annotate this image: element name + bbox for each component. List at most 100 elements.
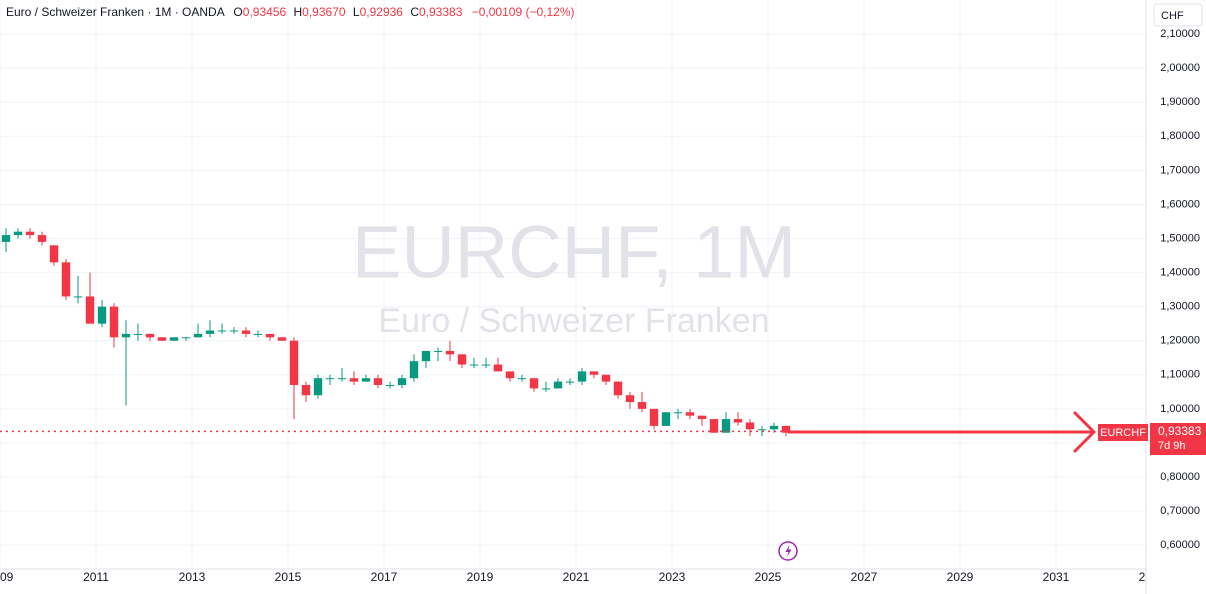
y-tick-label: 0,80000 [1160, 471, 1200, 483]
candle-body [613, 381, 623, 396]
currency: CHF [1161, 10, 1184, 22]
h-val: 0,93670 [302, 5, 346, 19]
countdown: 7d 9h [1158, 440, 1186, 452]
candle-body [49, 245, 59, 263]
y-tick-label: 1,30000 [1160, 301, 1200, 313]
o-val: 0,93456 [243, 5, 287, 19]
candle-body [37, 235, 47, 242]
price-tag-text: 0,93383 [1158, 424, 1202, 438]
x-tick-label: 2017 [371, 570, 398, 584]
candle-body [577, 371, 587, 382]
candle-body [649, 408, 659, 426]
watermark-subtitle: Euro / Schweizer Franken [378, 302, 769, 340]
symbol-title: Euro / Schweizer Franken · 1M · OANDA [6, 5, 225, 19]
x-axis: 2009 2011 2013 2015 2017 2019 2021 2023 2025 2027… [0, 570, 1166, 584]
watermark-title: EURCHF, 1M [352, 211, 796, 294]
candle-body [733, 419, 743, 423]
candle-body [481, 364, 491, 366]
candle-body [229, 330, 239, 332]
candle-body [337, 378, 347, 380]
candle-body [193, 333, 203, 338]
candle-body [253, 333, 263, 335]
candle-body [301, 385, 311, 396]
candle-body [505, 371, 515, 379]
candle-body [217, 330, 227, 332]
y-tick-label: 1,20000 [1160, 335, 1200, 347]
candle-body [673, 412, 683, 414]
candle-body [169, 337, 179, 341]
legend-header: Euro / Schweizer Franken · 1M · OANDA O0… [6, 5, 574, 19]
x-tick-label: 2029 [947, 570, 974, 584]
arrow-head [1072, 410, 1097, 454]
candle-body [745, 422, 755, 430]
candle-body [541, 388, 551, 390]
y-tick-label: 1,40000 [1160, 266, 1200, 278]
o-key: O [233, 5, 242, 19]
candle-body [721, 419, 731, 433]
x-tick-label: 2023 [659, 570, 686, 584]
candle-body [421, 350, 431, 362]
c-key: C [410, 5, 419, 19]
symbol-tag-text: EURCHF [1100, 427, 1146, 439]
candle-body [205, 330, 215, 334]
y-tick-label: 0,60000 [1160, 539, 1200, 551]
currency-box[interactable] [1153, 3, 1203, 27]
grid [0, 0, 1153, 569]
arrow-annotation [788, 410, 1097, 454]
candle-body [757, 429, 767, 431]
x-tick-label: 2021 [563, 570, 590, 584]
candle-body [385, 385, 395, 387]
candle-body [637, 402, 647, 409]
c-val: 0,93383 [419, 5, 463, 19]
candle-body [769, 425, 779, 430]
candle-body [469, 364, 479, 366]
h-key: H [294, 5, 303, 19]
candle-body [445, 350, 455, 355]
y-tick-label: 1,80000 [1160, 130, 1200, 142]
candle-body [565, 381, 575, 383]
y-tick-label: 1,10000 [1160, 369, 1200, 381]
candle-body [157, 337, 167, 341]
y-axis: 0,600000,700000,800000,900001,000001,100… [1160, 28, 1200, 551]
candle-body [85, 296, 95, 324]
l-val: 0,92936 [360, 5, 404, 19]
candle-body [685, 412, 695, 416]
x-tick-label: 2027 [851, 570, 878, 584]
lightning [785, 545, 792, 557]
y-tick-label: 1,90000 [1160, 96, 1200, 108]
price-axis [1146, 0, 1206, 594]
candle-body [181, 337, 191, 339]
change: −0,00109 (−0,12%) [472, 5, 575, 19]
candle-body [397, 378, 407, 386]
candle-body [709, 419, 719, 433]
candle-body [13, 231, 23, 236]
x-tick-label: 2015 [275, 570, 302, 584]
y-tick-label: 1,50000 [1160, 232, 1200, 244]
candle-body [433, 350, 443, 352]
candle-body [361, 378, 371, 382]
candle-body [589, 371, 599, 375]
l-key: L [353, 5, 360, 19]
symbol-tag [1098, 424, 1148, 441]
x-tick-label: 2009 [0, 570, 14, 584]
candle-body [109, 306, 119, 338]
candle-body [529, 378, 539, 389]
x-tick-label: 2019 [467, 570, 494, 584]
y-tick-label: 0,70000 [1160, 505, 1200, 517]
candle-body [625, 395, 635, 403]
candle-body [97, 306, 107, 324]
candle-body [517, 378, 527, 380]
candle-body [313, 378, 323, 396]
watermark: EURCHF, 1M Euro / Schweizer Franken [352, 211, 796, 340]
candle-body [325, 378, 335, 380]
candle-body [409, 361, 419, 379]
candle-body [121, 333, 131, 338]
x-tick-label: 2011 [83, 570, 109, 584]
candle-body [349, 378, 359, 382]
x-tick-label: 2013 [179, 570, 206, 584]
candle-body [373, 378, 383, 386]
price-tag [1150, 423, 1206, 455]
candle-body [1, 235, 11, 242]
y-tick-label: 1,60000 [1160, 198, 1200, 210]
